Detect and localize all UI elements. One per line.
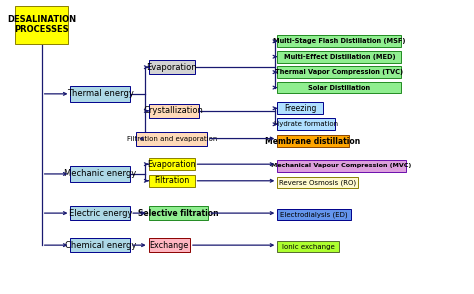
FancyBboxPatch shape bbox=[15, 6, 68, 44]
Text: Thermal energy: Thermal energy bbox=[67, 89, 134, 98]
FancyBboxPatch shape bbox=[71, 206, 130, 220]
Text: Multi-Effect Distillation (MED): Multi-Effect Distillation (MED) bbox=[283, 54, 395, 60]
Text: Crystallization: Crystallization bbox=[144, 106, 204, 115]
FancyBboxPatch shape bbox=[148, 104, 199, 118]
FancyBboxPatch shape bbox=[277, 51, 401, 63]
Text: Exchange: Exchange bbox=[150, 241, 189, 250]
Text: Thermal Vapor Compression (TVC): Thermal Vapor Compression (TVC) bbox=[275, 69, 403, 75]
Text: Mechanical Vapour Compression (MVC): Mechanical Vapour Compression (MVC) bbox=[272, 163, 412, 168]
FancyBboxPatch shape bbox=[71, 238, 130, 253]
FancyBboxPatch shape bbox=[277, 177, 358, 188]
FancyBboxPatch shape bbox=[148, 60, 194, 74]
FancyBboxPatch shape bbox=[148, 238, 190, 253]
FancyBboxPatch shape bbox=[277, 102, 323, 114]
Text: Hydrate formation: Hydrate formation bbox=[274, 121, 338, 127]
FancyBboxPatch shape bbox=[148, 206, 209, 220]
Text: Mechanic energy: Mechanic energy bbox=[64, 169, 137, 178]
FancyBboxPatch shape bbox=[277, 135, 348, 147]
FancyBboxPatch shape bbox=[71, 86, 130, 102]
FancyBboxPatch shape bbox=[277, 118, 335, 130]
Text: Filtration: Filtration bbox=[154, 176, 189, 185]
Text: Reverse Osmosis (RO): Reverse Osmosis (RO) bbox=[279, 179, 356, 186]
FancyBboxPatch shape bbox=[277, 36, 401, 47]
FancyBboxPatch shape bbox=[136, 132, 208, 146]
Text: Freezing: Freezing bbox=[284, 104, 317, 113]
Text: Selective filtration: Selective filtration bbox=[138, 209, 219, 218]
FancyBboxPatch shape bbox=[277, 66, 401, 78]
Text: Membrane distillation: Membrane distillation bbox=[265, 137, 361, 146]
Text: Filtration and evaporation: Filtration and evaporation bbox=[127, 136, 217, 141]
FancyBboxPatch shape bbox=[277, 209, 351, 220]
FancyBboxPatch shape bbox=[277, 160, 406, 172]
Text: Ionic exchange: Ionic exchange bbox=[282, 244, 335, 250]
FancyBboxPatch shape bbox=[148, 158, 194, 170]
FancyBboxPatch shape bbox=[71, 166, 130, 182]
FancyBboxPatch shape bbox=[277, 241, 339, 253]
Text: Solar Distillation: Solar Distillation bbox=[308, 85, 370, 91]
Text: Multi-Stage Flash Distillation (MSF): Multi-Stage Flash Distillation (MSF) bbox=[273, 38, 406, 44]
FancyBboxPatch shape bbox=[148, 175, 194, 187]
Text: Electrodialysis (ED): Electrodialysis (ED) bbox=[280, 211, 348, 218]
Text: DESALINATION
PROCESSES: DESALINATION PROCESSES bbox=[7, 15, 76, 34]
Text: Evaporation: Evaporation bbox=[146, 63, 197, 72]
Text: Electric energy: Electric energy bbox=[69, 209, 132, 218]
FancyBboxPatch shape bbox=[277, 82, 401, 93]
Text: Chemical energy: Chemical energy bbox=[64, 241, 136, 250]
Text: Evaporation: Evaporation bbox=[147, 160, 196, 169]
